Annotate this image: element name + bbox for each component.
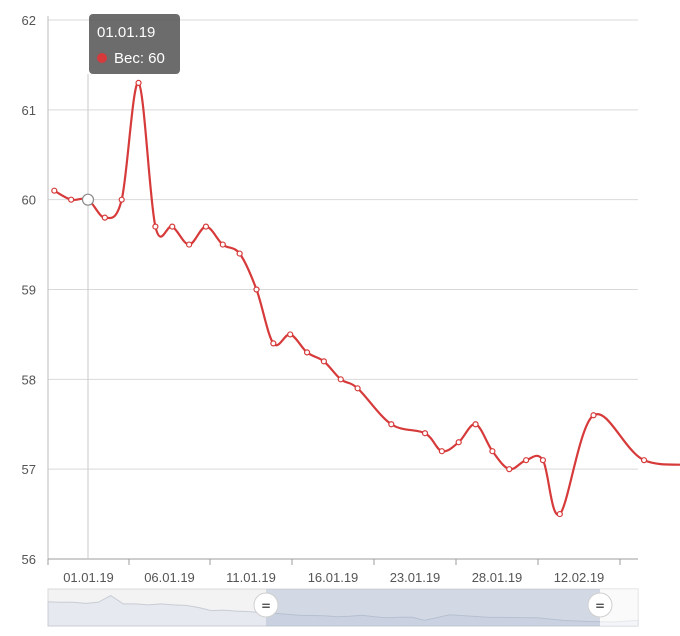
x-tick-label: 12.02.19: [554, 570, 605, 585]
series-marker[interactable]: [640, 457, 648, 464]
series-marker[interactable]: [455, 439, 462, 446]
series-marker[interactable]: [68, 196, 75, 203]
series-marker[interactable]: [270, 340, 277, 347]
series-marker[interactable]: [135, 79, 142, 86]
y-tick-label: 58: [22, 372, 36, 387]
series-marker[interactable]: [421, 430, 429, 437]
y-tick-label: 61: [22, 103, 36, 118]
x-tick-label: 11.01.19: [226, 570, 276, 585]
navigator-selected-range[interactable]: [266, 589, 600, 626]
navigator-handle-left-glyph: =: [261, 599, 271, 613]
series-marker[interactable]: [152, 223, 159, 230]
series-marker[interactable]: [472, 421, 479, 428]
x-tick-label: 01.01.19: [63, 570, 114, 585]
series-marker[interactable]: [320, 358, 327, 365]
x-tick-label: 28.01.19: [472, 570, 523, 585]
y-tick-label: 60: [22, 193, 36, 208]
series-marker[interactable]: [354, 385, 361, 392]
y-tick-label: 59: [22, 283, 36, 298]
tooltip-series-label: Вес: 60: [114, 50, 165, 67]
series-marker[interactable]: [202, 223, 210, 230]
series-marker[interactable]: [506, 466, 513, 473]
tooltip-date: 01.01.19: [97, 24, 155, 41]
x-tick-label: 23.01.19: [390, 570, 441, 585]
series-marker[interactable]: [388, 421, 395, 428]
tooltip: 01.01.19 Вес: 60: [89, 14, 180, 74]
y-tick-label: 57: [22, 462, 36, 477]
tooltip-series-dot: [97, 53, 107, 63]
series-marker[interactable]: [522, 457, 530, 464]
series-marker[interactable]: [303, 349, 311, 356]
series-marker[interactable]: [287, 331, 294, 338]
series-marker[interactable]: [118, 196, 125, 203]
tooltip-box: [89, 14, 180, 74]
series-marker[interactable]: [219, 241, 226, 248]
series-marker-hovered[interactable]: [81, 193, 95, 206]
navigator-handle-left[interactable]: =: [253, 592, 279, 618]
series-marker[interactable]: [169, 223, 176, 230]
series-marker[interactable]: [253, 286, 260, 293]
y-tick-label: 62: [22, 13, 36, 28]
series-marker[interactable]: [590, 412, 597, 419]
series-marker[interactable]: [101, 214, 108, 221]
series-marker[interactable]: [186, 241, 193, 248]
series-marker[interactable]: [438, 448, 445, 455]
series-marker[interactable]: [337, 376, 344, 383]
series-marker[interactable]: [236, 250, 243, 257]
x-tick-label: 16.01.19: [308, 570, 359, 585]
navigator-handle-right[interactable]: =: [587, 592, 613, 618]
y-axis: 56 57 58 59 60 61 62: [22, 13, 49, 567]
series-marker[interactable]: [539, 457, 547, 464]
series-marker[interactable]: [489, 448, 496, 455]
y-tick-label: 56: [22, 552, 36, 567]
navigator[interactable]: = =: [47, 588, 639, 627]
navigator-handle-right-glyph: =: [595, 599, 605, 613]
series-line-weight: [53, 81, 680, 516]
x-axis: 01.01.19 06.01.19 11.01.19 16.01.19 23.01.19…: [47, 558, 638, 585]
series-markers: [51, 79, 648, 518]
series-marker[interactable]: [556, 510, 563, 518]
series-marker[interactable]: [51, 187, 58, 194]
x-tick-label: 06.01.19: [144, 570, 195, 585]
